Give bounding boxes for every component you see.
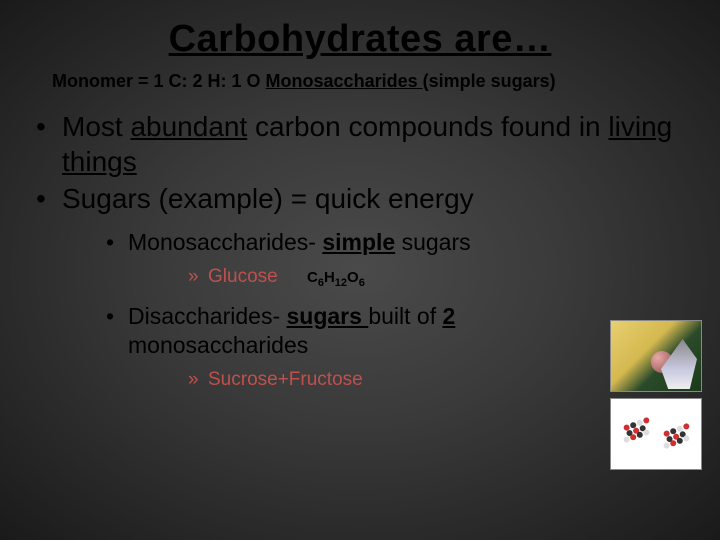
subtitle-pre: Monomer = 1 C: 2 H: 1 O [52, 71, 266, 91]
text: carbon compounds found in [247, 111, 608, 142]
sub-sub-list: Glucose C6H12O6 [188, 264, 586, 291]
subtitle-post: (simple sugars) [423, 71, 556, 91]
sub-sub-glucose: Glucose C6H12O6 [188, 264, 586, 291]
text: monosaccharides [128, 332, 308, 358]
text-underlined: abundant [130, 111, 247, 142]
text-bold: sugars [287, 303, 369, 329]
sub-bullet-list: Monosaccharides- simple sugars Glucose C… [106, 228, 690, 394]
chemical-formula: C6H12O6 [307, 269, 365, 286]
text: Sugars (example) = quick energy [62, 183, 474, 214]
f: C [307, 269, 318, 286]
subtitle: Monomer = 1 C: 2 H: 1 O Monosaccharides … [52, 69, 650, 93]
slide: Carbohydrates are… Monomer = 1 C: 2 H: 1… [0, 0, 720, 540]
f: O [347, 269, 359, 286]
molecule-icon [623, 421, 650, 439]
text: Glucose [208, 266, 278, 287]
bullet-abundant: Most abundant carbon compounds found in … [36, 109, 690, 179]
slide-title: Carbohydrates are… [30, 18, 690, 61]
text: Most [62, 111, 130, 142]
text: Monosaccharides- [128, 229, 322, 255]
text-bold: simple [322, 229, 395, 255]
text: Sucrose+Fructose [208, 369, 363, 390]
sub-disaccharides: Disaccharides- sugars built of 2 monosac… [106, 302, 586, 394]
text: Disaccharides- [128, 303, 287, 329]
sub-sub-sucrose: Sucrose+Fructose [188, 367, 586, 394]
text: sugars [395, 229, 470, 255]
main-bullet-list: Most abundant carbon compounds found in … [36, 109, 690, 394]
sub-sub-list: Sucrose+Fructose [188, 367, 586, 394]
f: 12 [335, 277, 347, 289]
image-content [611, 321, 701, 391]
subtitle-underlined: Monosaccharides [266, 71, 423, 91]
bullet-sugars: Sugars (example) = quick energy Monosacc… [36, 181, 690, 394]
molecule-icon [663, 427, 690, 445]
image-molecule [610, 398, 702, 470]
image-fruit-sugar [610, 320, 702, 392]
f: 6 [359, 277, 365, 289]
text: built of [368, 303, 442, 329]
sub-monosaccharides: Monosaccharides- simple sugars Glucose C… [106, 228, 586, 291]
f: H [324, 269, 335, 286]
spoon-icon [661, 339, 697, 389]
text-bold: 2 [442, 303, 455, 329]
